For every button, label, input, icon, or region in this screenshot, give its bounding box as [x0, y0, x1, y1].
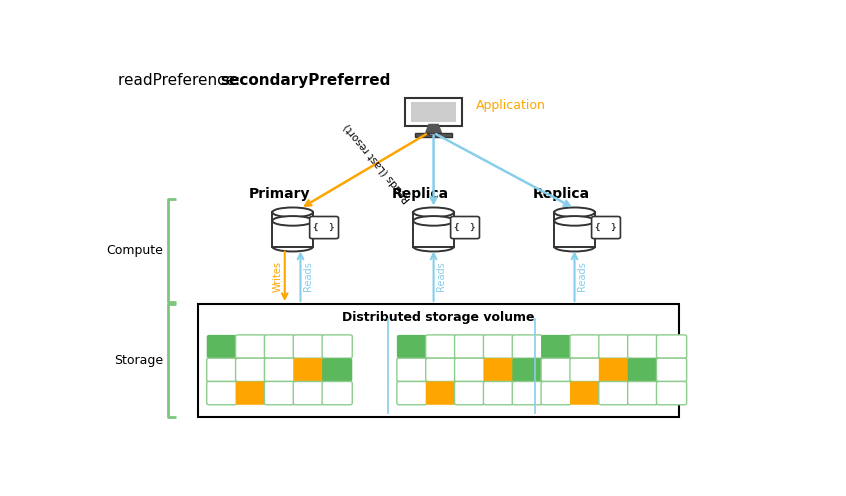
FancyBboxPatch shape — [322, 358, 352, 381]
Ellipse shape — [554, 216, 595, 226]
Ellipse shape — [272, 207, 313, 217]
Polygon shape — [554, 212, 595, 247]
Text: Replica: Replica — [392, 187, 449, 201]
FancyBboxPatch shape — [206, 358, 237, 381]
Ellipse shape — [272, 216, 313, 226]
FancyBboxPatch shape — [591, 216, 620, 239]
Text: Reads: Reads — [303, 261, 313, 291]
FancyBboxPatch shape — [310, 216, 338, 239]
FancyBboxPatch shape — [599, 381, 629, 405]
FancyBboxPatch shape — [426, 335, 456, 358]
Text: Reads (Last resort): Reads (Last resort) — [343, 122, 413, 204]
Ellipse shape — [413, 207, 454, 217]
FancyBboxPatch shape — [429, 133, 438, 135]
FancyBboxPatch shape — [265, 358, 294, 381]
Text: Distributed storage volume: Distributed storage volume — [343, 311, 535, 324]
FancyBboxPatch shape — [570, 358, 600, 381]
FancyBboxPatch shape — [265, 335, 294, 358]
Text: {  }: { } — [454, 223, 475, 232]
FancyBboxPatch shape — [483, 381, 514, 405]
FancyBboxPatch shape — [426, 381, 456, 405]
FancyBboxPatch shape — [206, 381, 237, 405]
Polygon shape — [413, 212, 454, 247]
Text: Compute: Compute — [106, 244, 162, 257]
Text: Writes: Writes — [272, 261, 283, 292]
FancyBboxPatch shape — [541, 358, 571, 381]
Text: Replica: Replica — [533, 187, 590, 201]
FancyBboxPatch shape — [570, 335, 600, 358]
FancyBboxPatch shape — [454, 335, 485, 358]
FancyBboxPatch shape — [599, 335, 629, 358]
FancyBboxPatch shape — [294, 335, 323, 358]
FancyBboxPatch shape — [206, 335, 237, 358]
FancyBboxPatch shape — [235, 381, 266, 405]
Text: Reads: Reads — [578, 261, 587, 291]
FancyBboxPatch shape — [628, 358, 658, 381]
FancyBboxPatch shape — [483, 358, 514, 381]
Text: {  }: { } — [313, 223, 335, 232]
Polygon shape — [426, 124, 442, 133]
FancyBboxPatch shape — [483, 335, 514, 358]
FancyBboxPatch shape — [628, 335, 658, 358]
FancyBboxPatch shape — [570, 381, 600, 405]
FancyBboxPatch shape — [294, 381, 323, 405]
FancyBboxPatch shape — [265, 381, 294, 405]
Polygon shape — [272, 212, 313, 247]
FancyBboxPatch shape — [599, 358, 629, 381]
FancyBboxPatch shape — [656, 381, 687, 405]
FancyBboxPatch shape — [426, 358, 456, 381]
FancyBboxPatch shape — [235, 358, 266, 381]
FancyBboxPatch shape — [628, 381, 658, 405]
FancyBboxPatch shape — [656, 335, 687, 358]
FancyBboxPatch shape — [454, 358, 485, 381]
FancyBboxPatch shape — [405, 99, 462, 125]
FancyBboxPatch shape — [397, 358, 427, 381]
FancyBboxPatch shape — [322, 335, 352, 358]
FancyBboxPatch shape — [415, 133, 452, 137]
Text: Reads: Reads — [437, 261, 447, 291]
Text: secondaryPreferred: secondaryPreferred — [221, 73, 391, 88]
FancyBboxPatch shape — [411, 102, 456, 122]
Text: {  }: { } — [596, 223, 617, 232]
Text: Application: Application — [476, 99, 546, 112]
FancyBboxPatch shape — [198, 304, 679, 417]
FancyBboxPatch shape — [397, 381, 427, 405]
Ellipse shape — [554, 207, 595, 217]
FancyBboxPatch shape — [512, 335, 542, 358]
FancyBboxPatch shape — [541, 335, 571, 358]
FancyBboxPatch shape — [451, 216, 480, 239]
FancyBboxPatch shape — [322, 381, 352, 405]
FancyBboxPatch shape — [454, 381, 485, 405]
Text: readPreference:: readPreference: — [118, 73, 244, 88]
Ellipse shape — [413, 216, 454, 226]
FancyBboxPatch shape — [512, 381, 542, 405]
FancyBboxPatch shape — [512, 358, 542, 381]
FancyBboxPatch shape — [656, 358, 687, 381]
FancyBboxPatch shape — [235, 335, 266, 358]
Text: Primary: Primary — [249, 187, 310, 201]
FancyBboxPatch shape — [294, 358, 323, 381]
FancyBboxPatch shape — [541, 381, 571, 405]
FancyBboxPatch shape — [397, 335, 427, 358]
Text: Storage: Storage — [113, 354, 162, 367]
